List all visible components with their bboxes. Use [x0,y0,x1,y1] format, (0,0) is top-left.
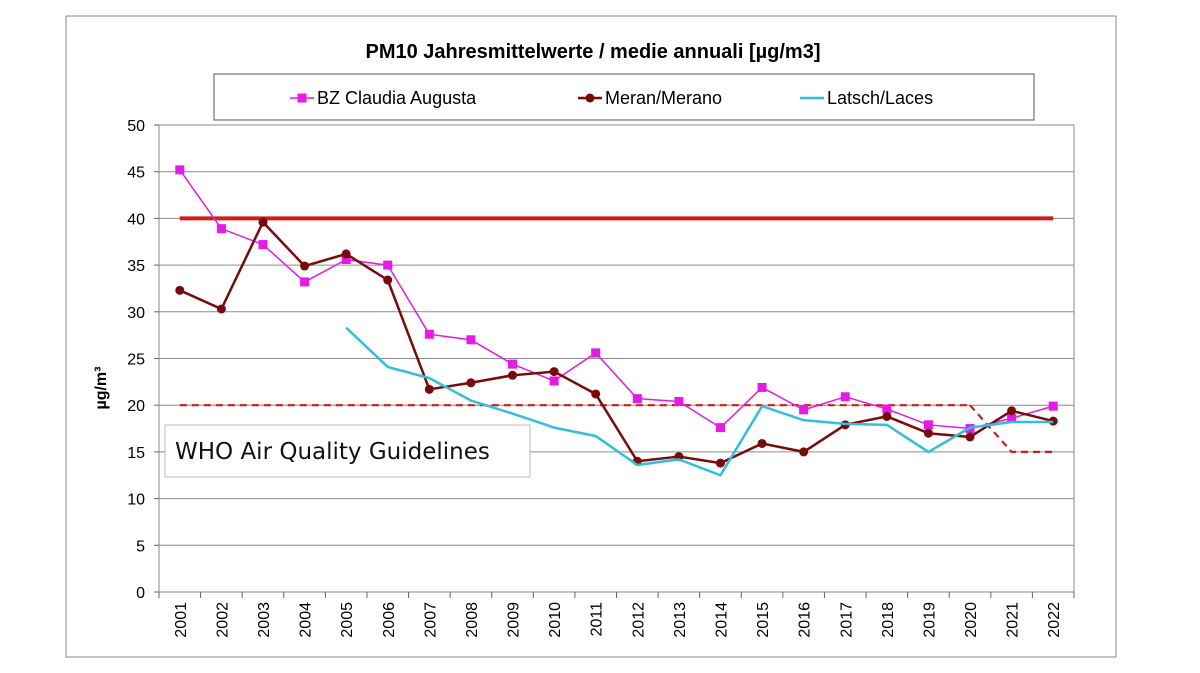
x-tick-label: 2007 [422,602,439,638]
y-tick-label: 45 [127,165,145,182]
x-tick-label: 2021 [1005,602,1022,638]
data-point [923,420,933,430]
data-point [840,392,850,402]
y-tick-label: 50 [127,118,145,135]
x-tick-label: 2004 [298,602,315,638]
x-tick-label: 2016 [797,602,814,638]
x-tick-label: 2018 [880,602,897,638]
data-point [424,329,434,339]
data-point [757,382,767,392]
data-point [715,423,725,433]
reference-lines [179,216,1054,453]
data-point [466,378,476,388]
legend-label: Latsch/Laces [827,88,933,108]
legend-item: Latsch/Laces [800,88,933,108]
data-point [965,432,975,442]
data-point [674,396,684,406]
y-tick-label: 40 [127,211,145,228]
data-point [216,304,226,314]
y-tick-label: 35 [127,258,145,275]
x-tick-label: 2013 [672,602,689,638]
reference-line [969,404,1054,453]
y-tick-label: 5 [136,538,145,555]
annotation-box: WHO Air Quality Guidelines [164,424,531,478]
data-point [383,260,393,270]
x-tick-label: 2019 [921,602,938,638]
data-point [882,404,892,414]
series-meran-merano [175,217,1058,468]
data-point [258,240,268,250]
y-tick-label: 15 [127,445,145,462]
data-point [591,389,601,399]
data-point [549,367,559,377]
data-point [1007,413,1017,423]
data-point [341,254,351,264]
legend-item: Meran/Merano [578,88,722,108]
x-tick-label: 2017 [838,602,855,638]
data-point [923,428,933,438]
x-tick-label: 2010 [547,602,564,638]
data-point [258,217,268,227]
data-point [175,285,185,295]
data-point [715,458,725,468]
data-point [216,224,226,234]
series-line [345,326,1054,477]
x-tick-label: 2009 [506,602,523,638]
data-point [757,438,767,448]
data-point [799,405,809,415]
series-bz-claudia-augusta [175,165,1058,434]
data-point [341,249,351,259]
legend-marker [585,93,595,103]
y-tick-label: 0 [136,585,145,602]
x-tick-label: 2005 [339,602,356,638]
data-point [383,275,393,285]
chart-title: PM10 Jahresmittelwerte / medie annuali [… [366,41,821,63]
x-tick-label: 2012 [630,602,647,638]
data-point [591,348,601,358]
data-point [549,376,559,386]
data-point [300,277,310,287]
y-tick-label: 25 [127,352,145,369]
x-tick-label: 2006 [381,602,398,638]
y-tick-label: 30 [127,305,145,322]
x-tick-label: 2003 [256,602,273,638]
y-axis-label: µg/m³ [93,367,110,410]
x-tick-label: 2022 [1046,602,1063,638]
data-point [300,261,310,271]
x-tick-label: 2002 [214,602,231,638]
series-latsch-laces [345,326,1054,477]
series-line [179,169,1054,430]
x-tick-label: 2015 [755,602,772,638]
x-tick-label: 2014 [713,602,730,638]
legend-marker [297,93,307,103]
data-point [508,359,518,369]
data-point [632,394,642,404]
legend-label: Meran/Merano [605,88,722,108]
data-point [466,335,476,345]
legend-box [213,73,1035,121]
data-point [882,411,892,421]
data-point [508,370,518,380]
y-tick-label: 20 [127,398,145,415]
data-point [1048,401,1058,411]
legend: BZ Claudia Augusta Meran/Merano Latsch/Lac… [290,88,933,108]
data-point [1007,406,1017,416]
data-point [799,447,809,457]
x-tick-label: 2001 [173,602,190,638]
data-point [424,384,434,394]
x-tick-label: 2020 [963,602,980,638]
legend-item: BZ Claudia Augusta [290,88,477,108]
annotation-text: WHO Air Quality Guidelines [175,439,490,465]
series [175,165,1058,477]
x-tick-label: 2008 [464,602,481,638]
y-tick-label: 10 [127,492,145,509]
legend-label: BZ Claudia Augusta [317,88,477,108]
series-line [179,220,1054,465]
x-tick-label: 2011 [589,602,606,637]
axes: 0 5 10 15 20 25 30 35 40 45 50 2001 2002 2003 2004 2005… [127,118,1075,638]
data-point [175,165,185,175]
